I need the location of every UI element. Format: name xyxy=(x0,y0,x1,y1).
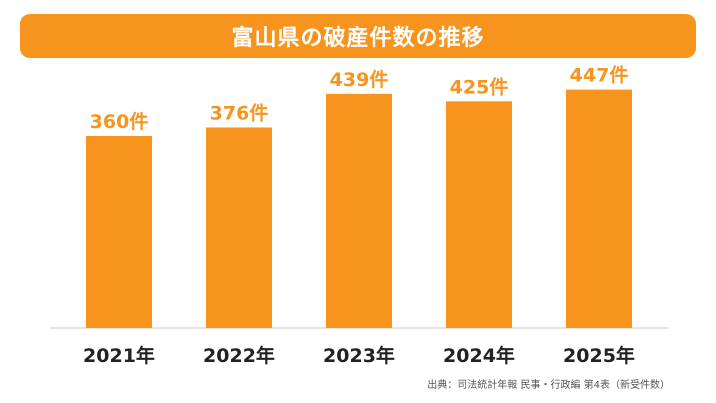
chart-title: 富山県の破産件数の推移 xyxy=(231,26,485,51)
bar-value-label: 376件 xyxy=(210,101,269,124)
bar-value-label: 425件 xyxy=(450,75,509,98)
x-tick-label: 2021年 xyxy=(83,344,155,367)
source-note: 出典：司法統計年報 民事・行政編 第4表（新受件数） xyxy=(427,380,670,391)
bar-2023年 xyxy=(326,93,392,328)
x-tick-label: 2023年 xyxy=(323,344,395,367)
bar-value-label: 439件 xyxy=(330,68,389,91)
bar-2025年 xyxy=(566,89,632,328)
bar-2024年 xyxy=(446,101,512,328)
chart-title-bar: 富山県の破産件数の推移 xyxy=(20,14,696,58)
x-tick-label: 2022年 xyxy=(203,344,275,367)
bar-value-label: 447件 xyxy=(570,64,629,87)
bar-value-label: 360件 xyxy=(90,110,149,133)
x-tick-label: 2025年 xyxy=(563,344,635,367)
bar-2021年 xyxy=(86,136,152,328)
x-tick-label: 2024年 xyxy=(443,344,515,367)
bar-2022年 xyxy=(206,127,272,328)
